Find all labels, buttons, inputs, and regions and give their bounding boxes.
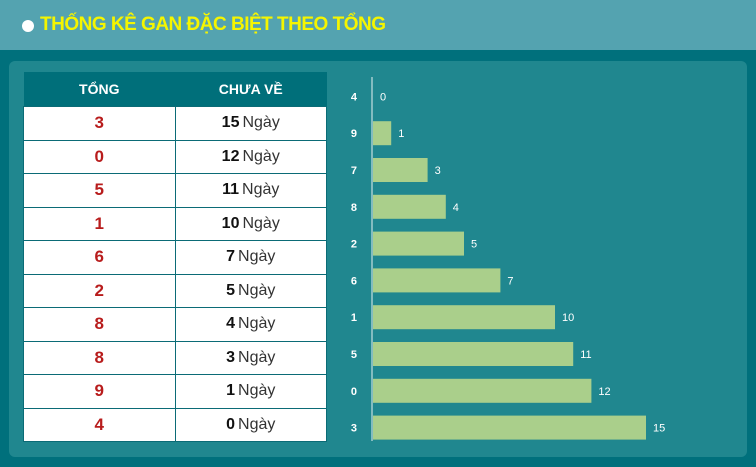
- bar-value-label: 1: [398, 128, 404, 140]
- bar-value-label: 10: [562, 312, 574, 324]
- table-row: 9 1 Ngày: [23, 374, 327, 409]
- chart-bar: [373, 121, 392, 146]
- days-unit: Ngày: [242, 214, 280, 232]
- days-count: 1: [226, 382, 236, 400]
- days-unit: Ngày: [242, 181, 280, 199]
- days-count: 3: [226, 348, 236, 366]
- category-label: 7: [351, 165, 357, 177]
- chart-bar: [373, 305, 555, 330]
- bar-value-label: 3: [435, 165, 441, 177]
- days-count: 0: [226, 415, 236, 433]
- page-title: THỐNG KÊ GAN ĐẶC BIỆT THEO TỔNG: [40, 14, 386, 35]
- chua-ve-cell: 7 Ngày: [174, 240, 327, 275]
- tong-cell: 1: [23, 206, 176, 241]
- category-label: 6: [351, 275, 357, 287]
- days-count: 7: [226, 248, 236, 266]
- chua-ve-cell: 1 Ngày: [174, 374, 327, 409]
- chart-bar: [373, 415, 646, 440]
- chart-bar: [373, 231, 464, 256]
- table-row: 4 0 Ngày: [23, 407, 327, 442]
- chua-ve-cell: 4 Ngày: [174, 307, 327, 342]
- table-body: 3 15 Ngày 0 12 Ngày 5 11 Ngày 1 10 Ngày 6 7 Ngày 2 5 Ngày…: [23, 106, 327, 442]
- days-unit: Ngày: [238, 415, 276, 433]
- stats-panel: TỔNG CHƯA VỀ 3 15 Ngày 0 12 Ngày 5 11 Ngày 1 10 Ngà…: [9, 61, 747, 457]
- tong-cell: 6: [23, 240, 176, 275]
- days-unit: Ngày: [238, 315, 276, 333]
- gan-table: TỔNG CHƯA VỀ 3 15 Ngày 0 12 Ngày 5 11 Ngày 1 10 Ngà…: [23, 72, 327, 442]
- days-count: 11: [222, 181, 240, 199]
- chua-ve-cell: 15 Ngày: [174, 106, 327, 141]
- bar-value-label: 15: [653, 423, 665, 435]
- days-count: 5: [226, 281, 236, 299]
- category-label: 3: [351, 423, 357, 435]
- days-unit: Ngày: [242, 114, 280, 132]
- table-row: 0 12 Ngày: [23, 139, 327, 174]
- bar-value-label: 4: [453, 202, 459, 214]
- gan-bar-chart: 4 09 17 38 42 56 71 105 110 123 15: [351, 77, 665, 441]
- tong-cell: 2: [23, 273, 176, 308]
- category-label: 5: [351, 349, 357, 361]
- bullet-icon: [22, 19, 34, 32]
- tong-cell: 8: [23, 307, 176, 342]
- bar-value-label: 12: [598, 386, 610, 398]
- table-row: 6 7 Ngày: [23, 240, 327, 275]
- days-unit: Ngày: [242, 147, 280, 165]
- chua-ve-cell: 3 Ngày: [174, 340, 327, 375]
- chua-ve-cell: 10 Ngày: [174, 206, 327, 241]
- tong-cell: 4: [23, 407, 176, 442]
- days-count: 10: [221, 214, 240, 232]
- chua-ve-cell: 5 Ngày: [174, 273, 327, 308]
- category-label: 8: [351, 202, 357, 214]
- chua-ve-cell: 0 Ngày: [174, 407, 327, 442]
- table-row: 5 11 Ngày: [23, 173, 327, 208]
- chart-bar: [373, 342, 574, 366]
- tong-cell: 0: [23, 139, 176, 174]
- days-unit: Ngày: [238, 281, 276, 299]
- tong-cell: 8: [23, 340, 176, 375]
- chart-bar: [373, 158, 428, 182]
- category-label: 1: [351, 312, 357, 324]
- category-label: 4: [351, 91, 358, 103]
- days-count: 4: [226, 315, 236, 333]
- category-label: 0: [351, 386, 357, 398]
- days-unit: Ngày: [238, 248, 276, 266]
- chart-bar: [373, 268, 501, 293]
- table-row: 8 4 Ngày: [23, 307, 327, 342]
- chua-ve-cell: 11 Ngày: [174, 173, 327, 208]
- days-count: 12: [221, 147, 240, 165]
- category-label: 9: [351, 128, 357, 140]
- category-label: 2: [351, 239, 357, 251]
- chart-bar: [373, 378, 592, 403]
- days-unit: Ngày: [238, 382, 276, 400]
- page-header: THỐNG KÊ GAN ĐẶC BIỆT THEO TỔNG: [0, 0, 756, 50]
- tong-cell: 9: [23, 374, 176, 409]
- column-header-chua-ve: CHƯA VỀ: [175, 72, 327, 107]
- tong-cell: 5: [23, 173, 176, 208]
- table-row: 3 15 Ngày: [23, 106, 327, 141]
- table-row: 2 5 Ngày: [23, 273, 327, 308]
- table-row: 8 3 Ngày: [23, 340, 327, 375]
- days-unit: Ngày: [238, 348, 276, 366]
- table-row: 1 10 Ngày: [23, 206, 327, 241]
- column-header-tong: TỔNG: [23, 72, 175, 107]
- bar-value-label: 5: [471, 239, 477, 251]
- days-count: 15: [221, 114, 240, 132]
- bar-value-label: 11: [580, 349, 591, 361]
- chua-ve-cell: 12 Ngày: [174, 139, 327, 174]
- tong-cell: 3: [23, 106, 176, 141]
- chart-bar: [373, 194, 446, 219]
- bar-value-label: 0: [380, 91, 386, 103]
- table-header-row: TỔNG CHƯA VỀ: [23, 72, 327, 107]
- bar-value-label: 7: [507, 275, 513, 287]
